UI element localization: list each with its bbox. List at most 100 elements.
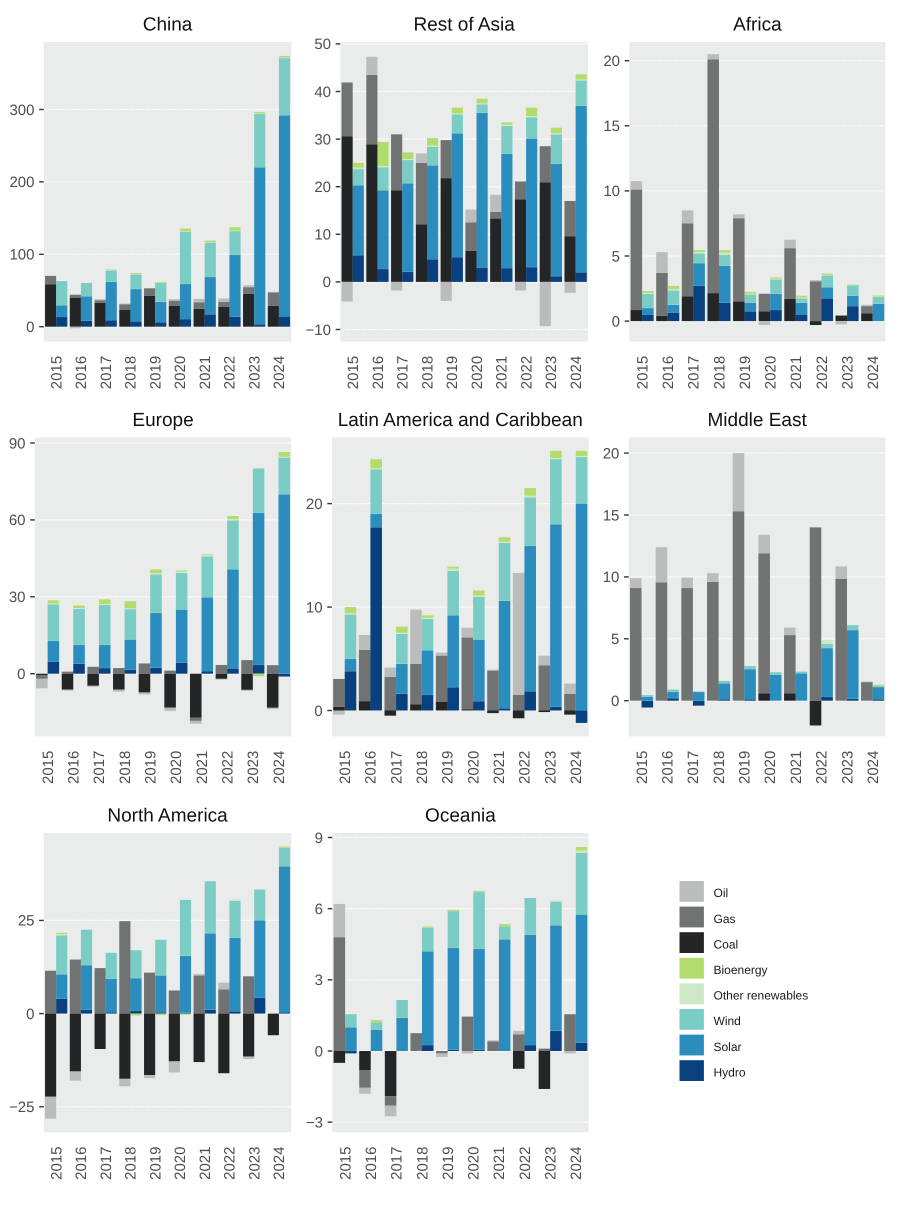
- svg-text:2017: 2017: [91, 751, 108, 784]
- svg-text:2018: 2018: [711, 751, 728, 784]
- svg-text:20: 20: [306, 496, 323, 513]
- svg-text:2016: 2016: [370, 356, 387, 389]
- svg-text:2024: 2024: [865, 751, 882, 784]
- svg-text:2023: 2023: [543, 356, 560, 389]
- svg-text:100: 100: [9, 247, 34, 264]
- svg-text:2019: 2019: [737, 356, 754, 389]
- svg-text:90: 90: [9, 435, 26, 452]
- svg-text:2023: 2023: [542, 1147, 559, 1180]
- svg-text:2021: 2021: [491, 751, 508, 784]
- svg-text:2015: 2015: [40, 751, 57, 784]
- svg-text:2016: 2016: [73, 1147, 90, 1180]
- svg-text:2017: 2017: [389, 1147, 406, 1180]
- svg-text:25: 25: [18, 913, 35, 930]
- svg-text:2015: 2015: [634, 751, 651, 784]
- svg-text:2020: 2020: [172, 356, 189, 389]
- svg-text:2015: 2015: [48, 356, 65, 389]
- svg-text:5: 5: [612, 248, 620, 265]
- svg-text:2020: 2020: [465, 751, 482, 784]
- svg-text:−25: −25: [9, 1099, 34, 1116]
- svg-text:2015: 2015: [634, 356, 651, 389]
- svg-text:300: 300: [9, 102, 34, 119]
- svg-text:20: 20: [314, 179, 331, 196]
- svg-text:2018: 2018: [123, 1147, 140, 1180]
- svg-text:2018: 2018: [419, 356, 436, 389]
- svg-text:2019: 2019: [737, 751, 754, 784]
- svg-text:2023: 2023: [246, 356, 263, 389]
- svg-text:2017: 2017: [395, 356, 412, 389]
- svg-text:2019: 2019: [440, 751, 457, 784]
- svg-text:50: 50: [314, 36, 331, 53]
- svg-text:Bioenergy: Bioenergy: [714, 963, 768, 977]
- svg-text:2021: 2021: [197, 1147, 214, 1180]
- svg-text:2019: 2019: [440, 1147, 457, 1180]
- svg-text:Coal: Coal: [714, 937, 739, 951]
- svg-text:0: 0: [323, 274, 331, 291]
- svg-text:2023: 2023: [246, 1147, 263, 1180]
- svg-text:2016: 2016: [66, 751, 83, 784]
- svg-text:2020: 2020: [469, 356, 486, 389]
- svg-text:2018: 2018: [123, 356, 140, 389]
- svg-text:2017: 2017: [685, 751, 702, 784]
- svg-text:2024: 2024: [568, 751, 585, 784]
- svg-text:2022: 2022: [517, 1147, 534, 1180]
- svg-text:2022: 2022: [219, 751, 236, 784]
- svg-text:15: 15: [603, 507, 620, 524]
- svg-text:2022: 2022: [517, 751, 534, 784]
- svg-text:2016: 2016: [363, 1147, 380, 1180]
- svg-text:2024: 2024: [568, 356, 585, 389]
- svg-text:Solar: Solar: [714, 1040, 742, 1054]
- svg-text:2020: 2020: [172, 1147, 189, 1180]
- svg-text:15: 15: [603, 118, 620, 135]
- svg-text:Gas: Gas: [714, 912, 736, 926]
- svg-text:2021: 2021: [491, 1147, 508, 1180]
- svg-text:2024: 2024: [271, 356, 288, 389]
- svg-text:2023: 2023: [245, 751, 262, 784]
- svg-text:2015: 2015: [337, 751, 354, 784]
- svg-text:20: 20: [603, 445, 620, 462]
- svg-text:2018: 2018: [117, 751, 134, 784]
- svg-text:2019: 2019: [147, 1147, 164, 1180]
- svg-text:10: 10: [603, 569, 620, 586]
- svg-text:2017: 2017: [388, 751, 405, 784]
- svg-text:2022: 2022: [814, 356, 831, 389]
- svg-text:2021: 2021: [197, 356, 214, 389]
- svg-text:2022: 2022: [222, 356, 239, 389]
- svg-text:30: 30: [9, 589, 26, 606]
- svg-text:30: 30: [314, 131, 331, 148]
- svg-text:−10: −10: [306, 322, 331, 339]
- svg-text:10: 10: [306, 599, 323, 616]
- svg-text:20: 20: [603, 53, 620, 70]
- svg-text:2017: 2017: [98, 1147, 115, 1180]
- svg-text:2020: 2020: [466, 1147, 483, 1180]
- svg-text:2019: 2019: [147, 356, 164, 389]
- svg-text:2019: 2019: [444, 356, 461, 389]
- svg-text:2020: 2020: [168, 751, 185, 784]
- svg-text:Hydro: Hydro: [714, 1065, 746, 1079]
- svg-text:Oceania: Oceania: [425, 806, 496, 827]
- svg-text:Other renewables: Other renewables: [714, 989, 809, 1003]
- svg-text:2022: 2022: [814, 751, 831, 784]
- svg-text:2021: 2021: [788, 751, 805, 784]
- svg-text:2024: 2024: [568, 1147, 585, 1180]
- svg-text:Africa: Africa: [733, 15, 782, 36]
- svg-text:2018: 2018: [414, 1147, 431, 1180]
- svg-text:2016: 2016: [363, 751, 380, 784]
- svg-text:2022: 2022: [518, 356, 535, 389]
- svg-text:2016: 2016: [660, 356, 677, 389]
- svg-text:Rest of Asia: Rest of Asia: [413, 15, 515, 36]
- svg-text:2022: 2022: [222, 1147, 239, 1180]
- svg-text:North America: North America: [107, 806, 228, 827]
- svg-text:2024: 2024: [865, 356, 882, 389]
- svg-text:0: 0: [314, 703, 322, 720]
- svg-text:0: 0: [26, 1006, 34, 1023]
- svg-text:2018: 2018: [414, 751, 431, 784]
- svg-text:40: 40: [314, 84, 331, 101]
- svg-text:2021: 2021: [194, 751, 211, 784]
- svg-text:2024: 2024: [271, 751, 288, 784]
- svg-text:2023: 2023: [542, 751, 559, 784]
- svg-text:2019: 2019: [143, 751, 160, 784]
- svg-text:2015: 2015: [48, 1147, 65, 1180]
- svg-text:10: 10: [603, 183, 620, 200]
- svg-text:2017: 2017: [98, 356, 115, 389]
